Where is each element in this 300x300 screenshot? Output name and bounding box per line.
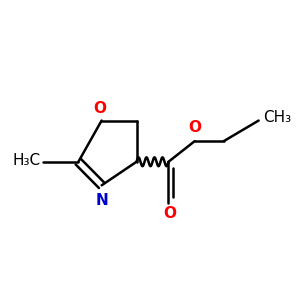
Text: H₃C: H₃C — [12, 153, 40, 168]
Text: O: O — [94, 101, 107, 116]
Text: CH₃: CH₃ — [263, 110, 291, 125]
Text: O: O — [164, 206, 176, 221]
Text: N: N — [95, 193, 108, 208]
Text: O: O — [188, 120, 201, 135]
